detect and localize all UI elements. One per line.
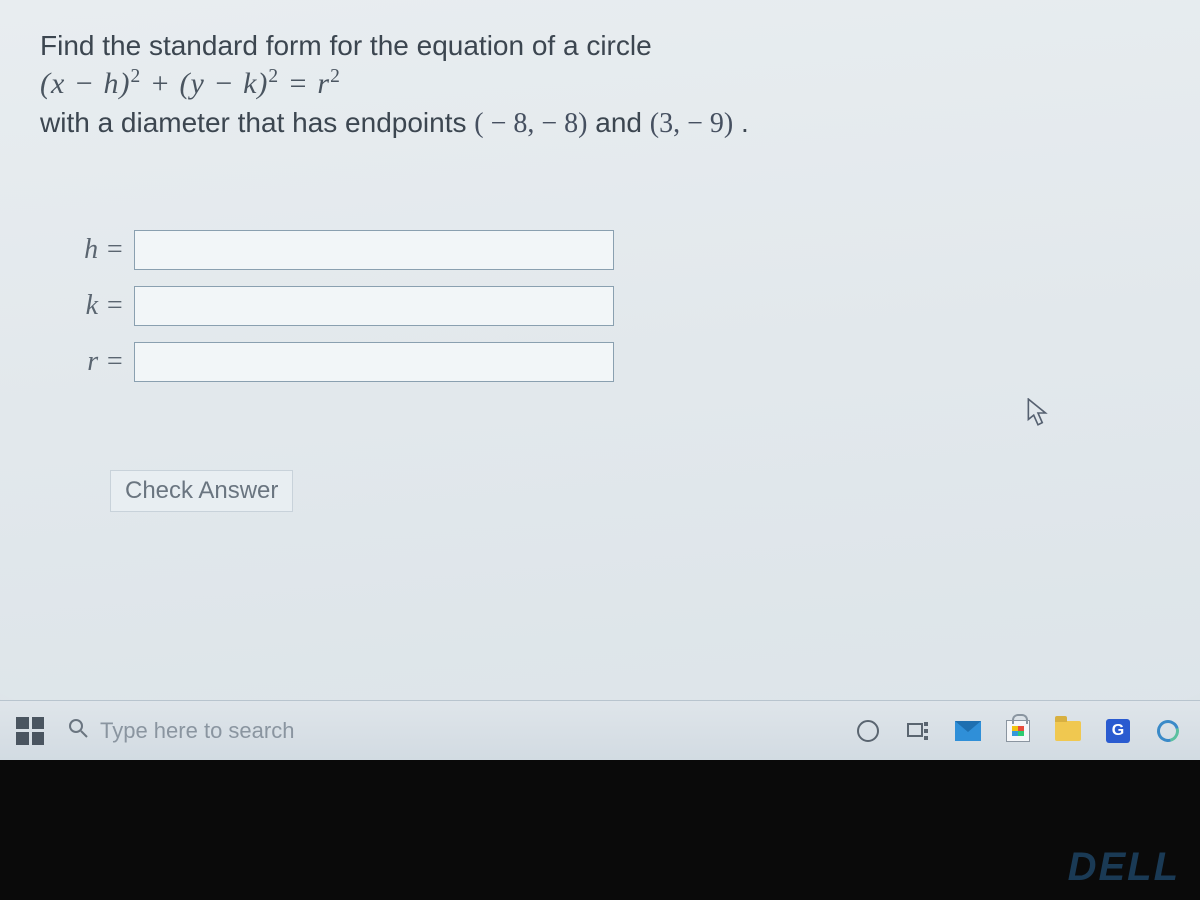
edge-icon[interactable] <box>1146 709 1190 753</box>
line3-prefix: with a diameter that has endpoints <box>40 107 474 138</box>
answer-row-r: r = <box>70 342 614 382</box>
problem-formula: (x − h)2 + (y − k)2 = r2 <box>40 66 1160 101</box>
answer-row-h: h = <box>70 230 614 270</box>
check-answer-button[interactable]: Check Answer <box>110 470 293 512</box>
laptop-brand: DELL <box>1068 845 1180 890</box>
taskbar-search[interactable]: Type here to search <box>60 709 490 753</box>
answer-row-k: k = <box>70 286 614 326</box>
store-icon[interactable] <box>996 709 1040 753</box>
var-label-r: r = <box>70 346 134 378</box>
mail-icon[interactable] <box>946 709 990 753</box>
answer-inputs: h = k = r = <box>70 230 614 398</box>
line3-suffix: . <box>741 107 749 138</box>
problem-line-1: Find the standard form for the equation … <box>40 30 1160 62</box>
start-button[interactable] <box>10 711 50 751</box>
var-label-k: k = <box>70 290 134 322</box>
var-label-h: h = <box>70 234 134 266</box>
endpoint-2: (3, − 9) <box>650 108 733 139</box>
search-icon <box>68 718 88 744</box>
input-h[interactable] <box>134 230 614 270</box>
cortana-icon[interactable] <box>846 709 890 753</box>
search-placeholder: Type here to search <box>100 718 294 744</box>
bezel-area: DELL <box>0 760 1200 900</box>
app-viewport: Find the standard form for the equation … <box>0 0 1200 760</box>
problem-text: Find the standard form for the equation … <box>40 30 1160 140</box>
input-r[interactable] <box>134 342 614 382</box>
input-k[interactable] <box>134 286 614 326</box>
problem-line-3: with a diameter that has endpoints ( − 8… <box>40 107 1160 140</box>
task-view-icon[interactable] <box>896 709 940 753</box>
line3-mid: and <box>595 107 650 138</box>
google-app-icon[interactable]: G <box>1096 709 1140 753</box>
cursor-icon <box>1026 398 1050 428</box>
endpoint-1: ( − 8, − 8) <box>474 108 587 139</box>
taskbar: Type here to search G <box>0 700 1200 760</box>
file-explorer-icon[interactable] <box>1046 709 1090 753</box>
